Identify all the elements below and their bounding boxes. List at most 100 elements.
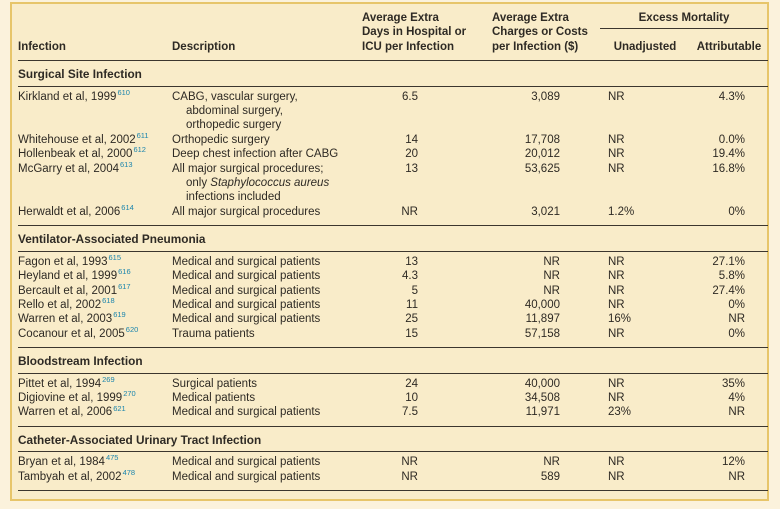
table-row: Pittet et al, 1994269 Surgical patients …	[18, 373, 768, 391]
study-cell: Cocanour et al, 2005620	[18, 326, 172, 349]
study-label: Bercault et al, 2001	[18, 284, 118, 297]
description-cell: Medical and surgical patients	[172, 251, 360, 269]
study-cell: Bryan et al, 1984475	[18, 452, 172, 470]
study-label: Rello et al, 2002	[18, 298, 102, 311]
study-cell: Heyland et al, 1999616	[18, 268, 172, 283]
days-cell: 6.5	[402, 90, 418, 103]
reference-superscript: 619	[113, 310, 126, 320]
table-body: Surgical Site Infection Kirkland et al, …	[18, 60, 769, 491]
description-cell: Medical and surgical patients	[172, 269, 360, 283]
unadjusted-cell: NR	[608, 377, 625, 390]
description-line: infections included	[186, 191, 281, 204]
unadjusted-cell: NR	[608, 90, 625, 103]
days-cell: 14	[405, 133, 418, 146]
description-line: Surgical patients	[172, 377, 258, 390]
description-line: Medical patients	[172, 391, 256, 404]
description-line: CABG, vascular surgery,	[172, 90, 298, 103]
reference-superscript: 614	[121, 203, 134, 213]
study-cell: Hollenbeak et al, 2000612	[18, 146, 172, 161]
description-cell: Deep chest infection after CABG	[172, 147, 360, 161]
reference-superscript: 621	[113, 403, 126, 413]
description-cell: Medical and surgical patients	[172, 405, 360, 427]
days-cell: NR	[360, 204, 480, 227]
section-header-row: Ventilator-Associated Pneumonia	[18, 225, 769, 252]
unadjusted-cell: NR	[608, 255, 625, 268]
study-label: Herwaldt et al, 2006	[18, 205, 121, 218]
study-label: Digiovine et al, 1999	[18, 391, 123, 404]
description-line: Medical and surgical patients	[172, 270, 321, 283]
table-row: Kirkland et al, 1999610 CABG, vascular s…	[18, 86, 768, 133]
reference-superscript: 269	[102, 374, 115, 384]
days-cell: NR	[360, 469, 480, 491]
description-line: All major surgical procedures	[172, 205, 321, 218]
charges-cell: 3,089	[531, 90, 560, 103]
unadjusted-cell: NR	[600, 469, 690, 491]
attributable-cell: NR	[690, 405, 769, 427]
study-cell: Whitehouse et al, 2002611	[18, 132, 172, 147]
column-header-attributable: Attributable	[690, 33, 769, 62]
study-label: Whitehouse et al, 2002	[18, 133, 136, 146]
description-cell: Medical patients	[172, 391, 360, 405]
days-cell: 24	[405, 377, 418, 390]
study-cell: Pittet et al, 1994269	[18, 373, 172, 391]
attributable-cell: NR	[728, 313, 746, 326]
unadjusted-cell: 16%	[608, 313, 632, 326]
description-line: Medical and surgical patients	[172, 406, 321, 419]
unadjusted-cell: NR	[608, 456, 625, 469]
description-line: Trauma patients	[172, 327, 255, 340]
reference-superscript: 610	[117, 87, 130, 97]
study-cell: McGarry et al, 2004613	[18, 161, 172, 205]
attributable-cell: 4.3%	[718, 90, 746, 103]
section-title: Ventilator-Associated Pneumonia	[18, 232, 206, 247]
column-header-description: Description	[172, 9, 360, 62]
charges-cell: 40,000	[524, 377, 560, 390]
description-cell: All major surgical procedures	[172, 204, 360, 227]
table-row: Warren et al, 2006621 Medical and surgic…	[18, 403, 769, 427]
attributable-cell: 0.0%	[718, 133, 746, 146]
days-cell: 13	[405, 255, 418, 268]
attributable-cell: 27.1%	[712, 255, 746, 268]
days-cell: NR	[401, 456, 418, 469]
days-cell: 7.5	[360, 405, 480, 427]
description-cell: Surgical patients	[172, 373, 360, 391]
study-label: Bryan et al, 1984	[18, 456, 105, 469]
header-line: Average Extra	[362, 12, 439, 24]
reference-superscript: 618	[102, 296, 115, 306]
table-row: Cocanour et al, 2005620 Trauma patients …	[18, 326, 769, 349]
unadjusted-cell: NR	[608, 270, 625, 283]
table-row: Herwaldt et al, 2006614 All major surgic…	[18, 203, 769, 227]
attributable-cell: 4%	[728, 391, 746, 404]
days-cell: 13	[405, 162, 418, 175]
charges-cell: NR	[543, 255, 560, 268]
description-cell: Medical and surgical patients	[172, 312, 360, 326]
attributable-cell: 0%	[690, 204, 769, 227]
attributable-cell: 12%	[721, 456, 746, 469]
unadjusted-cell: NR	[608, 162, 625, 175]
column-header-infection: Infection	[18, 9, 172, 62]
charges-cell: 57,158	[480, 326, 600, 349]
header-line: Charges or Costs	[492, 26, 588, 39]
table-row: Heyland et al, 1999616 Medical and surgi…	[18, 268, 768, 283]
column-header-charges: Average Extra Charges or Costs per Infec…	[480, 9, 600, 62]
description-line: Orthopedic surgery	[172, 133, 270, 146]
charges-cell: 20,012	[524, 148, 560, 161]
header-line: ICU per Infection	[362, 40, 455, 53]
description-line: Medical and surgical patients	[172, 255, 321, 268]
section-header-row: Bloodstream Infection	[18, 347, 769, 374]
days-cell: 5	[411, 284, 418, 297]
table-row: Tambyah et al, 2002478 Medical and surgi…	[18, 468, 769, 491]
description-cell: Orthopedic surgery	[172, 133, 360, 147]
unadjusted-cell: NR	[608, 298, 625, 311]
days-cell: 25	[405, 313, 418, 326]
charges-cell: 34,508	[524, 391, 560, 404]
study-label: Fagon et al, 1993	[18, 255, 108, 268]
attributable-cell: 5.8%	[718, 270, 746, 283]
table-row: Rello et al, 2002618 Medical and surgica…	[18, 296, 768, 312]
charges-cell: 589	[480, 469, 600, 491]
charges-cell: 17,708	[524, 133, 560, 146]
study-label: Hollenbeak et al, 2000	[18, 148, 133, 161]
attributable-cell: 0%	[690, 326, 769, 349]
description-line: Medical and surgical patients	[172, 456, 321, 469]
reference-superscript: 475	[105, 453, 119, 463]
days-cell: 20	[405, 148, 418, 161]
